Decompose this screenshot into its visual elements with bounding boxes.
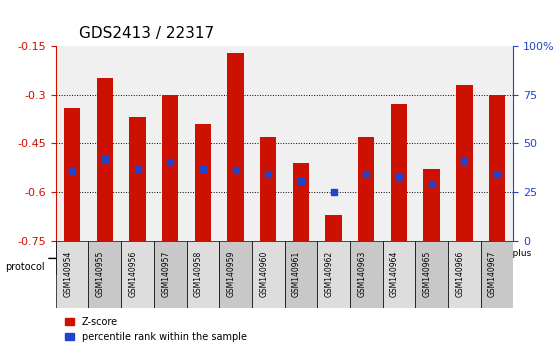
Text: GSM140963: GSM140963: [357, 251, 366, 297]
Text: protocol: protocol: [6, 262, 45, 272]
FancyBboxPatch shape: [480, 241, 513, 308]
Point: [199, 166, 208, 172]
Point: [296, 178, 305, 183]
Bar: [228, 52, 244, 241]
Point: [362, 171, 371, 177]
Text: high-fat high-calorie diet plus
resveratrol: high-fat high-calorie diet plus resverat…: [397, 249, 531, 268]
Text: control diet: control diet: [128, 254, 180, 263]
Point: [166, 159, 175, 164]
FancyBboxPatch shape: [252, 241, 285, 308]
FancyBboxPatch shape: [56, 241, 89, 308]
Text: GSM140957: GSM140957: [161, 251, 170, 297]
FancyBboxPatch shape: [415, 241, 448, 308]
Point: [264, 171, 273, 177]
Text: GSM140965: GSM140965: [422, 251, 432, 297]
Bar: [64, 108, 80, 241]
Point: [100, 156, 109, 162]
Text: GSM140966: GSM140966: [455, 251, 464, 297]
Bar: [358, 137, 374, 241]
Bar: [293, 163, 309, 241]
Text: GSM140964: GSM140964: [390, 251, 399, 297]
FancyBboxPatch shape: [285, 241, 318, 308]
Bar: [97, 79, 113, 241]
Point: [68, 168, 76, 174]
Point: [231, 167, 240, 173]
FancyBboxPatch shape: [56, 242, 219, 274]
Text: GSM140956: GSM140956: [128, 251, 137, 297]
Point: [133, 166, 142, 172]
FancyBboxPatch shape: [350, 241, 383, 308]
FancyBboxPatch shape: [383, 241, 415, 308]
Point: [460, 158, 469, 164]
Text: GSM140954: GSM140954: [63, 251, 72, 297]
Text: GSM140955: GSM140955: [96, 251, 105, 297]
Bar: [391, 104, 407, 241]
Text: GSM140960: GSM140960: [259, 251, 268, 297]
Bar: [424, 169, 440, 241]
Bar: [456, 85, 473, 241]
Point: [493, 171, 502, 177]
Bar: [129, 118, 146, 241]
Legend: Z-score, percentile rank within the sample: Z-score, percentile rank within the samp…: [61, 313, 251, 346]
FancyBboxPatch shape: [219, 241, 252, 308]
FancyBboxPatch shape: [121, 241, 154, 308]
Text: GSM140967: GSM140967: [488, 251, 497, 297]
Point: [329, 189, 338, 195]
Text: high-fat high-calorie diet: high-fat high-calorie diet: [261, 254, 373, 263]
FancyBboxPatch shape: [186, 241, 219, 308]
Text: GSM140962: GSM140962: [325, 251, 334, 297]
Text: GSM140958: GSM140958: [194, 251, 203, 297]
Point: [427, 181, 436, 187]
FancyBboxPatch shape: [448, 241, 480, 308]
Text: GDS2413 / 22317: GDS2413 / 22317: [79, 26, 214, 41]
Bar: [162, 95, 179, 241]
FancyBboxPatch shape: [383, 242, 513, 274]
Bar: [260, 137, 276, 241]
Bar: [195, 124, 211, 241]
FancyBboxPatch shape: [154, 241, 186, 308]
FancyBboxPatch shape: [219, 242, 383, 274]
Text: GSM140959: GSM140959: [227, 251, 235, 297]
Point: [395, 175, 403, 180]
Bar: [489, 95, 505, 241]
FancyBboxPatch shape: [318, 241, 350, 308]
Text: GSM140961: GSM140961: [292, 251, 301, 297]
Bar: [325, 215, 341, 241]
FancyBboxPatch shape: [89, 241, 121, 308]
